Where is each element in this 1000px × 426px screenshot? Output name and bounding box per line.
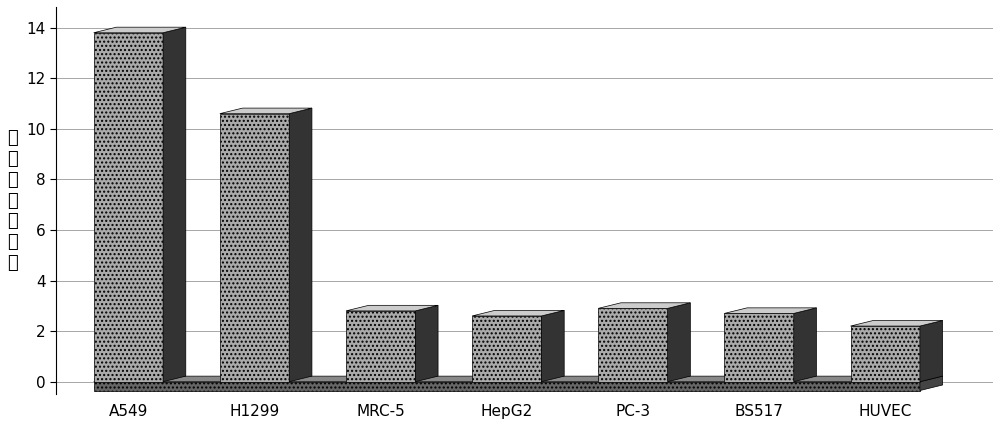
- Polygon shape: [94, 376, 943, 382]
- Polygon shape: [220, 108, 312, 114]
- Y-axis label: 啤
菌
体
相
对
结
合: 啤 菌 体 相 对 结 合: [7, 129, 18, 272]
- Bar: [851, 326, 920, 382]
- Polygon shape: [851, 320, 943, 326]
- Bar: [598, 308, 668, 382]
- Polygon shape: [794, 308, 816, 382]
- Polygon shape: [415, 305, 438, 382]
- Polygon shape: [920, 320, 943, 382]
- Bar: [346, 311, 415, 382]
- Bar: [94, 382, 920, 391]
- Polygon shape: [163, 27, 186, 382]
- Polygon shape: [472, 311, 564, 316]
- Polygon shape: [94, 27, 186, 33]
- Bar: [472, 316, 541, 382]
- Polygon shape: [598, 303, 690, 308]
- Bar: [220, 114, 289, 382]
- Polygon shape: [346, 305, 438, 311]
- Polygon shape: [920, 376, 943, 391]
- Polygon shape: [724, 308, 816, 314]
- Polygon shape: [668, 303, 690, 382]
- Bar: [724, 314, 794, 382]
- Bar: [94, 33, 163, 382]
- Polygon shape: [289, 108, 312, 382]
- Polygon shape: [541, 311, 564, 382]
